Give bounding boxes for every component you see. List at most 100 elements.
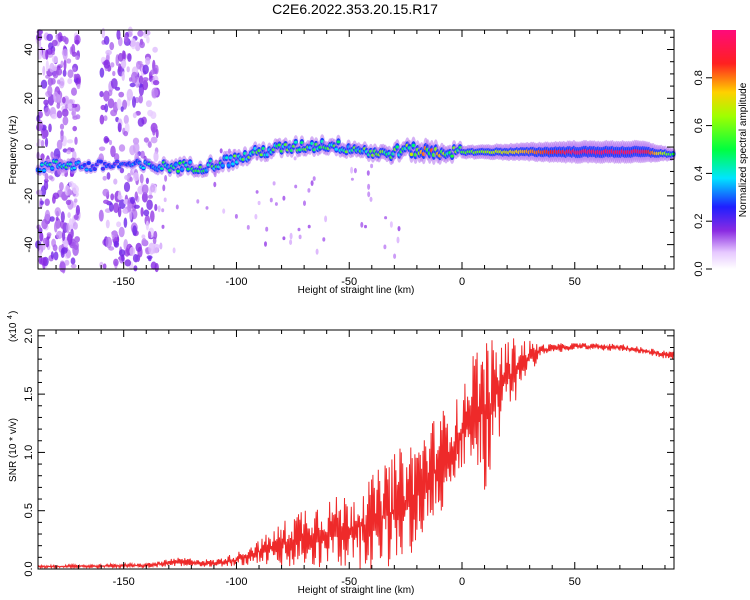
figure-title: C2E6.2022.353.20.15.R17 [272, 1, 438, 17]
x-tick-label: 0 [459, 576, 465, 588]
noise-speckle [157, 205, 161, 213]
noise-speckle [124, 175, 129, 180]
noise-speckle [150, 136, 158, 144]
noise-speckle [118, 144, 126, 152]
noise-speckle [143, 32, 148, 39]
noise-speckle [132, 96, 136, 108]
noise-speckle [310, 180, 314, 187]
noise-speckle [282, 236, 286, 241]
noise-speckle [141, 184, 149, 195]
noise-speckle [110, 145, 116, 158]
noise-speckle [46, 33, 53, 42]
noise-speckle [123, 114, 129, 125]
noise-speckle [110, 193, 115, 201]
noise-speckle [213, 181, 217, 188]
noise-speckle [60, 248, 65, 258]
noise-speckle [133, 265, 138, 272]
noise-speckle [70, 103, 78, 108]
noise-speckle [141, 234, 146, 239]
colorbar-tick-label: 0.4 [693, 166, 705, 181]
noise-speckle [56, 139, 63, 150]
noise-speckle [50, 251, 55, 260]
noise-speckle [360, 221, 364, 228]
noise-speckle [124, 259, 132, 267]
noise-speckle [59, 220, 65, 229]
noise-speckle [142, 64, 149, 75]
noise-speckle [68, 181, 74, 187]
y-tick-label: 40 [23, 43, 35, 55]
noise-speckle [150, 261, 157, 270]
noise-speckle [59, 123, 65, 130]
noise-speckle [72, 244, 79, 256]
noise-speckle [62, 230, 66, 242]
noise-speckle [140, 150, 145, 159]
noise-speckle [393, 253, 397, 259]
noise-speckle [117, 190, 122, 200]
noise-speckle [121, 254, 125, 262]
noise-speckle [98, 209, 104, 222]
noise-speckle [53, 251, 59, 261]
noise-speckle [56, 230, 63, 239]
noise-speckle [73, 73, 77, 80]
noise-speckle [55, 216, 59, 221]
y-tick-label: 2.0 [23, 328, 35, 343]
snr-scale-close: ) [8, 311, 19, 314]
noise-speckle [52, 244, 58, 252]
noise-speckle [145, 56, 151, 66]
noise-speckle [130, 38, 137, 50]
noise-speckle [269, 197, 273, 203]
noise-speckle [123, 208, 128, 214]
noise-speckle [102, 175, 107, 181]
noise-speckle [51, 113, 57, 120]
noise-speckle [150, 210, 155, 223]
noise-speckle [151, 87, 159, 98]
noise-speckle [72, 125, 77, 132]
noise-speckle [72, 222, 78, 230]
noise-speckle [196, 199, 200, 204]
y-tick-label: -20 [23, 188, 35, 204]
noise-speckle [99, 67, 105, 78]
noise-speckle [257, 200, 261, 206]
noise-speckle [71, 43, 76, 55]
noise-speckle [65, 104, 69, 110]
noise-speckle [146, 199, 153, 211]
noise-speckle [147, 194, 153, 199]
noise-speckle [353, 167, 357, 174]
noise-speckle [134, 191, 138, 201]
noise-speckle [123, 34, 128, 43]
colorbar-label: Normalized spectral amplitude [738, 82, 749, 217]
noise-speckle [126, 66, 130, 73]
noise-speckle [132, 172, 140, 182]
noise-speckle [153, 151, 159, 163]
noise-speckle [135, 242, 142, 252]
noise-speckle [65, 199, 72, 205]
noise-speckle [62, 35, 67, 43]
ridge-core [450, 154, 454, 158]
noise-speckle [67, 78, 73, 85]
noise-speckle [72, 67, 77, 73]
noise-speckle [66, 139, 74, 144]
ridge-core [50, 167, 54, 170]
noise-speckle [294, 184, 298, 189]
noise-speckle [45, 49, 49, 60]
noise-speckle [366, 170, 370, 176]
noise-speckle [62, 116, 69, 126]
ridge-core [40, 163, 44, 166]
noise-speckle [104, 137, 110, 143]
noise-speckle [297, 227, 301, 232]
noise-speckle [282, 195, 286, 201]
snr-line [37, 338, 674, 570]
noise-speckle [74, 39, 80, 45]
noise-speckle [109, 42, 115, 51]
noise-speckle [102, 263, 107, 270]
noise-speckle [62, 69, 67, 77]
colorbar-tick-label: 0.6 [693, 118, 705, 133]
noise-speckle [153, 230, 158, 240]
noise-speckle [350, 177, 354, 181]
ridge-core [411, 143, 416, 148]
noise-speckle [129, 246, 136, 257]
noise-speckle [103, 59, 111, 69]
noise-speckle [123, 130, 129, 137]
noise-speckle [364, 224, 367, 229]
